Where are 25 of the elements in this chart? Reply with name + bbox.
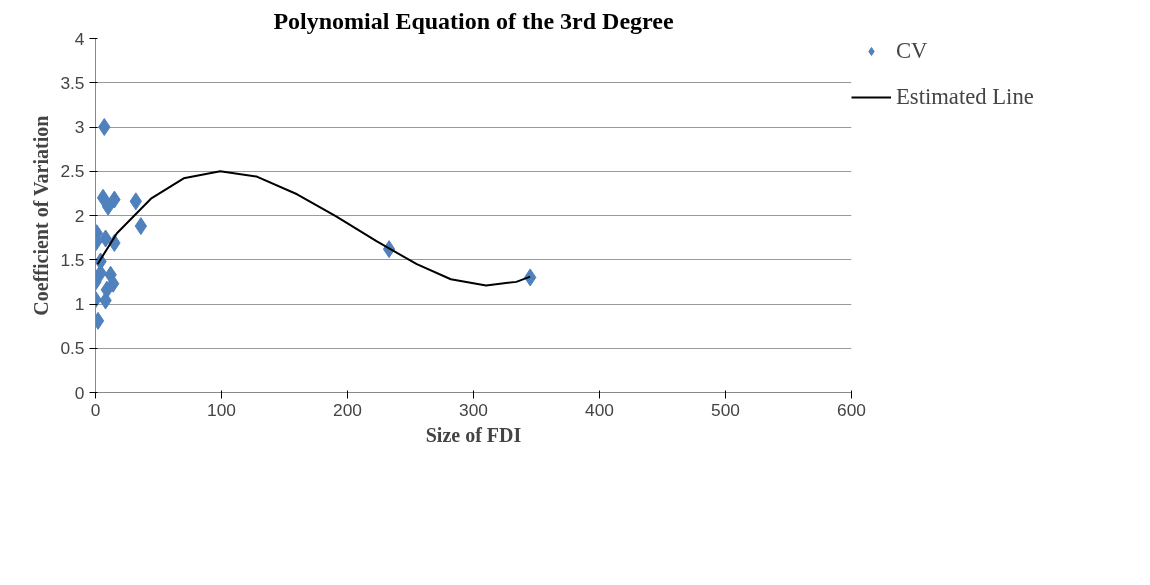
- y-tick-label: 4: [74, 28, 85, 49]
- x-tick-label: 400: [585, 399, 614, 420]
- y-tick-label: 2: [74, 205, 85, 226]
- legend-label: CV: [896, 38, 928, 64]
- x-tick-label: 0: [90, 399, 101, 420]
- y-tick-label: 0: [74, 382, 85, 403]
- y-tick-label: 2.5: [60, 161, 85, 182]
- y-tick-label: 1: [74, 294, 85, 314]
- point: [98, 118, 111, 136]
- point: [96, 188, 110, 207]
- x-tick-label: 100: [207, 399, 236, 420]
- y-tick-label: 0.5: [60, 338, 85, 359]
- y-tick-label: 1.5: [60, 249, 85, 270]
- point: [134, 217, 148, 236]
- chart-title: Polynomial Equation of the 3rd Degree: [273, 7, 674, 34]
- y-axis-title: Coefficient of Variation: [30, 115, 53, 316]
- x-tick-label: 200: [333, 399, 362, 420]
- x-axis-title: Size of FDI: [425, 423, 522, 446]
- x-tick-label: 600: [837, 399, 866, 420]
- legend-label: Estimated Line: [896, 84, 1034, 110]
- x-tick-label: 300: [459, 399, 488, 420]
- point: [101, 197, 115, 216]
- y-tick-label: 3: [74, 117, 85, 137]
- x-tick-label: 500: [711, 399, 740, 420]
- y-tick-label: 3.5: [60, 72, 85, 93]
